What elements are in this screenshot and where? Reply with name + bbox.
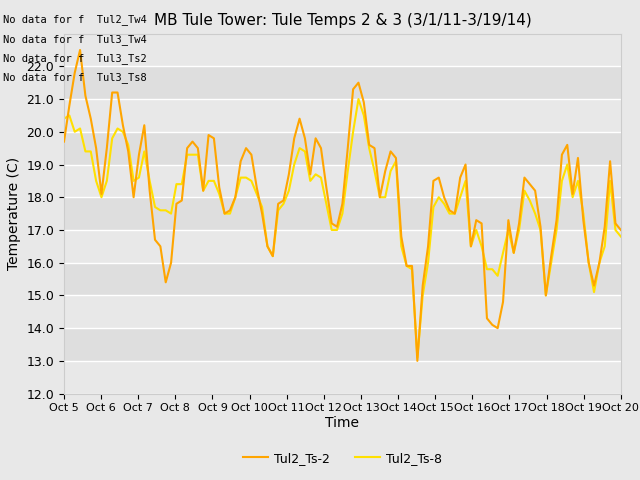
- Tul2_Ts-2: [477, 220, 485, 226]
- Tul2_Ts-2: [140, 122, 148, 128]
- Tul2_Ts-2: [65, 103, 73, 108]
- Tul2_Ts-8: [65, 112, 73, 118]
- Bar: [64, 34, 621, 66]
- Text: No data for f  Tul2_Tw4: No data for f Tul2_Tw4: [3, 14, 147, 25]
- Tul2_Ts-8: [275, 207, 282, 213]
- Tul2_Ts-8: [355, 96, 362, 102]
- Line: Tul2_Ts-2: Tul2_Ts-2: [64, 50, 621, 361]
- Bar: [64, 328, 621, 361]
- Bar: [64, 99, 621, 132]
- Tul2_Ts-8: [413, 355, 421, 360]
- Tul2_Ts-8: [477, 243, 485, 249]
- Bar: [64, 263, 621, 295]
- Tul2_Ts-2: [617, 227, 625, 233]
- Bar: [64, 66, 621, 99]
- Tul2_Ts-8: [135, 175, 143, 180]
- Bar: [64, 230, 621, 263]
- Bar: [64, 197, 621, 230]
- Bar: [64, 361, 621, 394]
- Tul2_Ts-2: [76, 47, 84, 53]
- Y-axis label: Temperature (C): Temperature (C): [7, 157, 21, 270]
- Tul2_Ts-8: [60, 116, 68, 121]
- X-axis label: Time: Time: [325, 416, 360, 430]
- Text: No data for f  Tul3_Ts8: No data for f Tul3_Ts8: [3, 72, 147, 83]
- Tul2_Ts-8: [617, 234, 625, 240]
- Bar: [64, 295, 621, 328]
- Title: MB Tule Tower: Tule Temps 2 & 3 (3/1/11-3/19/14): MB Tule Tower: Tule Temps 2 & 3 (3/1/11-…: [154, 13, 531, 28]
- Bar: [64, 165, 621, 197]
- Tul2_Ts-2: [307, 171, 314, 177]
- Tul2_Ts-8: [472, 227, 480, 233]
- Text: No data for f  Tul3_Tw4: No data for f Tul3_Tw4: [3, 34, 147, 45]
- Bar: [64, 132, 621, 165]
- Tul2_Ts-2: [280, 198, 287, 204]
- Tul2_Ts-2: [472, 217, 480, 223]
- Tul2_Ts-8: [301, 148, 308, 154]
- Legend: Tul2_Ts-2, Tul2_Ts-8: Tul2_Ts-2, Tul2_Ts-8: [237, 447, 447, 469]
- Tul2_Ts-2: [60, 139, 68, 144]
- Text: No data for f  Tul3_Ts2: No data for f Tul3_Ts2: [3, 53, 147, 64]
- Tul2_Ts-2: [413, 358, 421, 364]
- Line: Tul2_Ts-8: Tul2_Ts-8: [64, 99, 621, 358]
